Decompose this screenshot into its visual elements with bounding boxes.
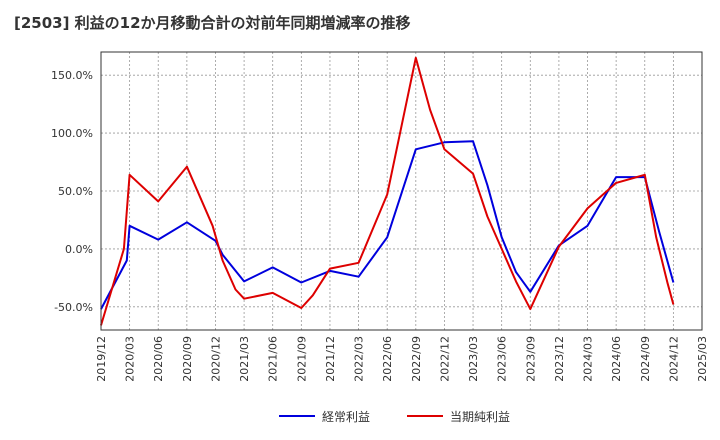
series-line: [100, 56, 675, 326]
x-tick-label: 2021/12: [324, 336, 337, 382]
plot-frame: [100, 51, 703, 331]
y-tick-label: 0.0%: [65, 243, 93, 256]
x-tick-label: 2019/12: [95, 336, 108, 382]
x-tick-label: 2023/06: [496, 336, 509, 382]
x-tick-label: 2020/12: [209, 336, 222, 382]
legend-label: 当期純利益: [450, 410, 510, 424]
legend-layer: 経常利益 当期純利益: [279, 410, 510, 424]
x-tick-label: 2023/12: [553, 336, 566, 382]
x-tick-label: 2020/03: [124, 336, 137, 382]
series-line: [100, 140, 675, 310]
x-tick-label: 2021/09: [295, 336, 308, 382]
x-tick-label: 2023/03: [467, 336, 480, 382]
y-tick-label: 50.0%: [58, 185, 93, 198]
axis-layer: 2019/12 2020/03 2020/06 2020/09 2020/12 2021/…: [51, 51, 709, 382]
x-tick-label: 2024/09: [639, 336, 652, 382]
x-tick-label: 2022/06: [381, 336, 394, 382]
x-tick-label: 2023/09: [524, 336, 537, 382]
x-tick-label: 2024/12: [667, 336, 680, 382]
x-tick-label: 2020/09: [181, 336, 194, 382]
series-layer: [100, 56, 675, 326]
x-tick-label: 2022/09: [410, 336, 423, 382]
y-tick-label: 100.0%: [51, 127, 93, 140]
y-tick-label: -50.0%: [54, 301, 93, 314]
x-tick-label: 2021/06: [267, 336, 280, 382]
x-tick-label: 2020/06: [152, 336, 165, 382]
x-tick-label: 2021/03: [238, 336, 251, 382]
x-tick-label: 2025/03: [696, 336, 709, 382]
x-tick-label: 2024/03: [582, 336, 595, 382]
x-tick-label: 2022/03: [353, 336, 366, 382]
x-tick-label: 2024/06: [610, 336, 623, 382]
y-tick-label: 150.0%: [51, 69, 93, 82]
x-tick-label: 2022/12: [438, 336, 451, 382]
legend-label: 経常利益: [322, 410, 370, 424]
chart-title: [2503] 利益の12か月移動合計の対前年同期増減率の推移: [14, 14, 411, 32]
